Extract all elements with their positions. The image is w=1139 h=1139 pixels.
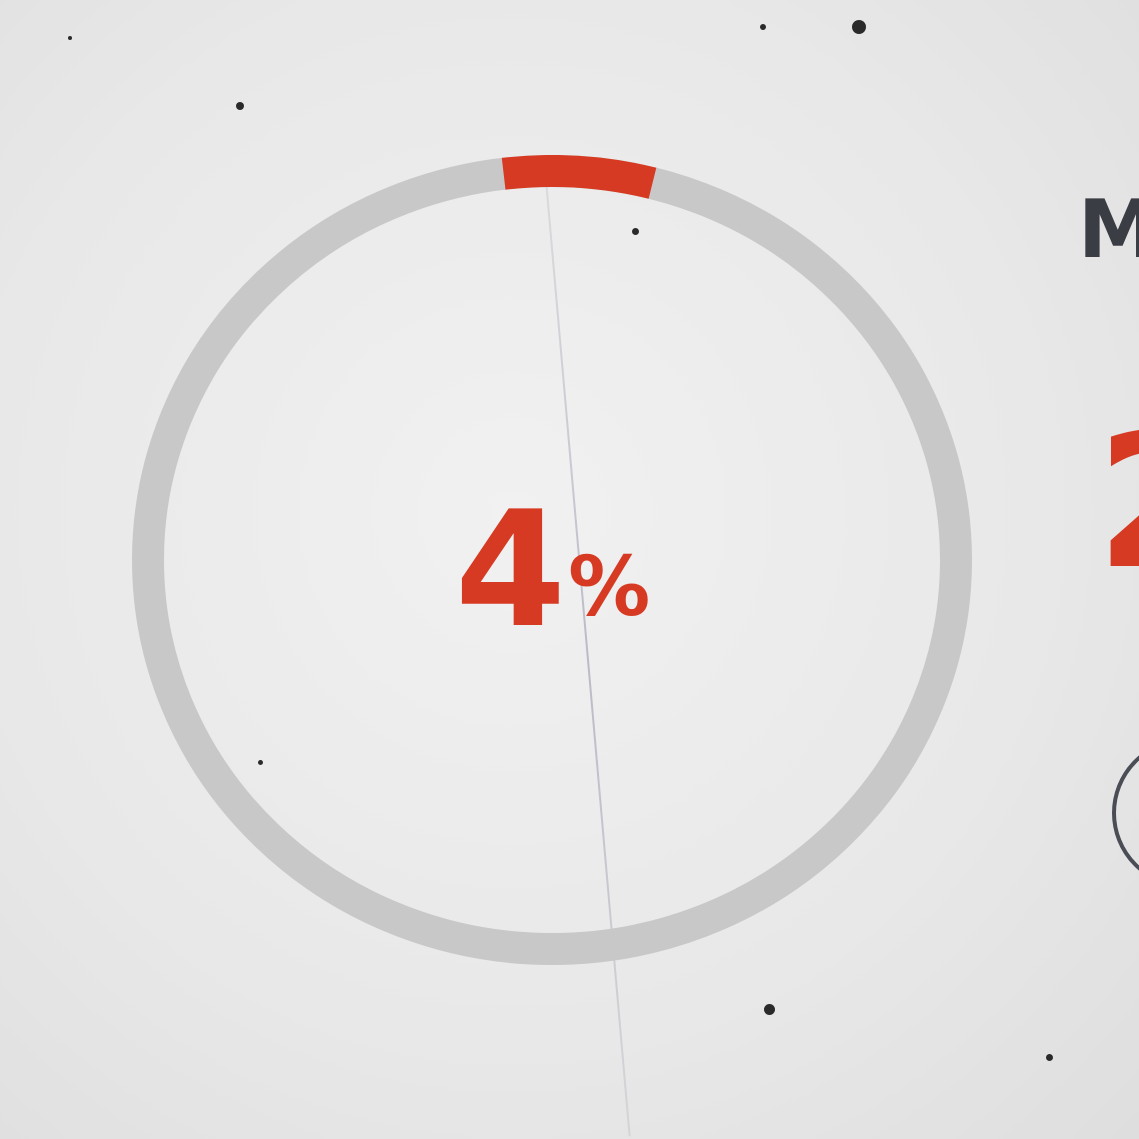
dust-speck: [764, 1004, 775, 1015]
progress-fill: [501, 155, 657, 199]
dust-speck: [258, 760, 263, 765]
side-panel-title: M: [1078, 183, 1139, 276]
dust-speck: [236, 102, 244, 110]
dust-speck: [68, 36, 72, 40]
progress-readout: 4 %: [130, 155, 975, 965]
side-panel-circle-button[interactable]: [1112, 738, 1139, 888]
percent-sign: %: [568, 540, 651, 635]
dust-speck: [632, 228, 639, 235]
side-panel-value: 2: [1096, 410, 1139, 595]
dust-speck: [760, 24, 766, 30]
progress-value: 4: [454, 476, 566, 663]
dust-speck: [852, 20, 866, 34]
dust-speck: [1046, 1054, 1053, 1061]
progress-ring: [132, 155, 972, 965]
circular-progress: 4 %: [130, 155, 975, 965]
